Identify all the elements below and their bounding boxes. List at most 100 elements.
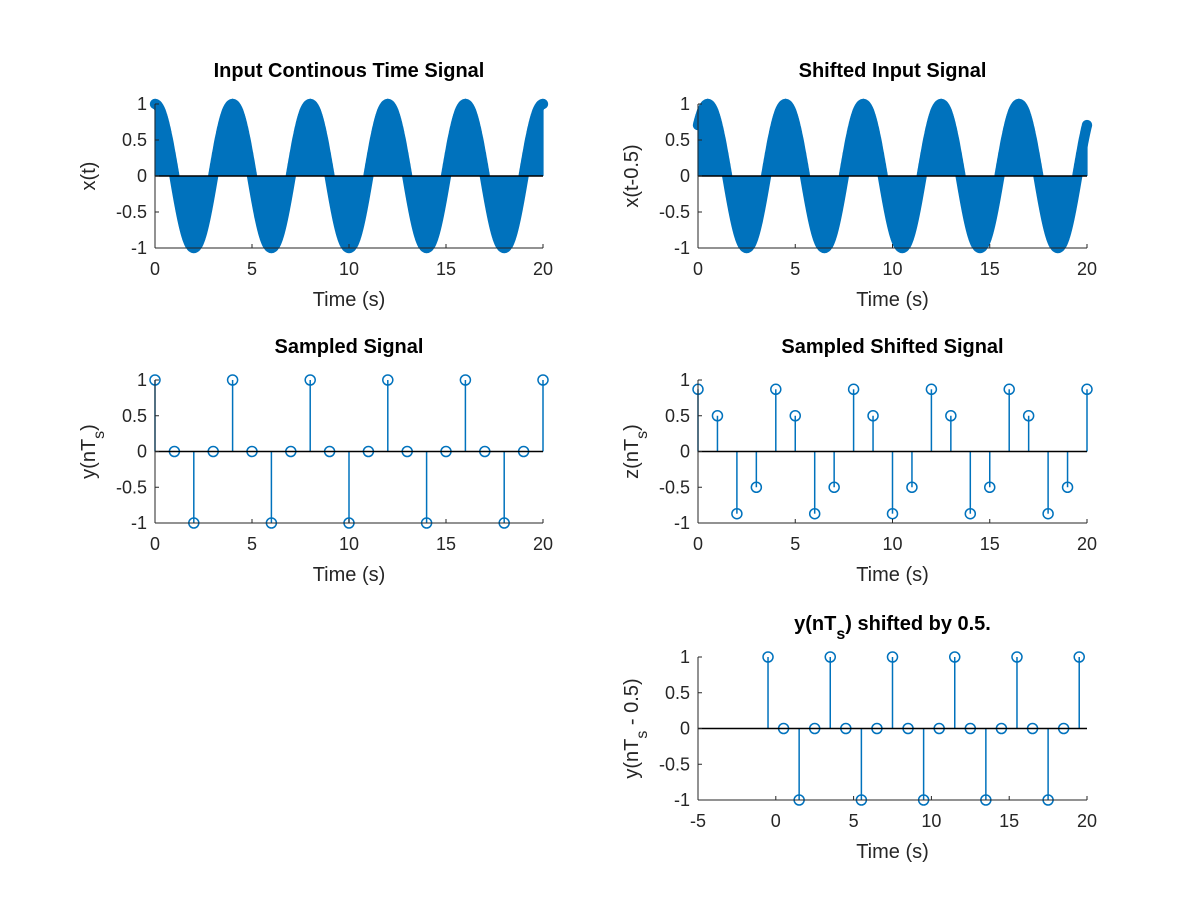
stem-marker (906, 481, 918, 493)
y-axis-label: x(t-0.5) (621, 144, 643, 207)
stem-marker (847, 383, 860, 396)
x-tick-label: 5 (790, 534, 800, 554)
label-part: s (634, 431, 651, 439)
y-tick-label: -1 (674, 790, 690, 810)
series-group (149, 98, 549, 254)
label-part: - 0.5) (621, 678, 643, 730)
y-axis-label: x(t) (78, 162, 100, 191)
chart-title: Sampled Signal (275, 336, 424, 358)
x-tick-label: 15 (436, 259, 456, 279)
x-tick-label: 10 (921, 811, 941, 831)
label-part: y(nT (794, 613, 836, 635)
y-tick-label: -0.5 (116, 202, 147, 222)
x-tick-label: 5 (849, 811, 859, 831)
y-tick-label: 1 (680, 647, 690, 667)
stem-marker (828, 481, 840, 493)
subplot-p3: 0 5 10 15 20 -1 -0.5 0 0.5 1 Sampled Signal Time (s… (78, 336, 553, 586)
label-part: ) (78, 424, 100, 431)
y-tick-label: 1 (680, 94, 690, 114)
y-tick-label: 0.5 (122, 130, 147, 150)
stem-marker (750, 481, 763, 493)
label-part: x(t) (78, 162, 100, 191)
label-part: Sampled Signal (275, 336, 424, 358)
y-tick-label: 1 (137, 370, 147, 390)
label-part: ) (621, 424, 643, 431)
label-part: Time (s) (856, 289, 929, 311)
subplot-p2: 0 5 10 15 20 -1 -0.5 0 0.5 1 Shifted Input Signal T… (621, 60, 1097, 311)
y-axis-label: y(nTs) (78, 424, 108, 479)
x-tick-label: 20 (1077, 811, 1097, 831)
stem-marker (948, 651, 961, 663)
stem-marker (1081, 383, 1093, 396)
label-part: s (836, 626, 845, 643)
stem-marker (789, 410, 801, 422)
label-part: Sampled Shifted Signal (781, 336, 1003, 358)
x-tick-label: 10 (339, 259, 359, 279)
x-tick-label: 15 (980, 534, 1000, 554)
y-tick-label: -0.5 (659, 202, 690, 222)
y-tick-label: -1 (674, 238, 690, 258)
chart-title: Input Continous Time Signal (214, 60, 485, 82)
y-tick-label: -1 (674, 513, 690, 533)
x-tick-label: 20 (533, 534, 553, 554)
stem-marker (459, 374, 472, 386)
label-part: z(nT (621, 439, 643, 479)
y-axis-label: z(nTs) (621, 424, 651, 479)
x-axis-label: Time (s) (856, 841, 929, 863)
x-tick-label: 0 (693, 259, 703, 279)
y-tick-label: 0.5 (665, 130, 690, 150)
y-tick-label: 0.5 (665, 683, 690, 703)
y-tick-label: 1 (680, 370, 690, 390)
stem-marker (1011, 651, 1023, 663)
x-tick-label: 20 (1077, 259, 1097, 279)
stem-marker (808, 507, 821, 520)
y-tick-label: -1 (131, 513, 147, 533)
x-tick-label: -5 (690, 811, 706, 831)
x-tick-label: 20 (533, 259, 553, 279)
x-axis-label: Time (s) (856, 564, 929, 586)
stem-marker (1003, 383, 1015, 396)
series-group (762, 651, 1085, 806)
label-part: Time (s) (856, 564, 929, 586)
y-tick-label: 0.5 (665, 406, 690, 426)
y-tick-label: 0.5 (122, 406, 147, 426)
y-tick-label: -0.5 (659, 477, 690, 497)
stem-marker (925, 383, 938, 396)
label-part: Input Continous Time Signal (214, 60, 485, 82)
x-tick-label: 15 (436, 534, 456, 554)
y-tick-label: 0 (680, 166, 690, 186)
x-tick-label: 5 (790, 259, 800, 279)
label-part: ) shifted by 0.5. (845, 613, 991, 635)
x-tick-label: 15 (980, 259, 1000, 279)
stem-marker (886, 651, 899, 663)
stem-marker (226, 374, 239, 386)
x-tick-label: 0 (771, 811, 781, 831)
subplot-p1: 0 5 10 15 20 -1 -0.5 0 0.5 1 Input Continous Time … (78, 60, 553, 311)
stem-marker (1073, 651, 1085, 663)
stem-marker (382, 374, 394, 386)
y-tick-label: 0 (137, 166, 147, 186)
y-axis-label: y(nTs - 0.5) (621, 678, 651, 778)
label-part: s (634, 731, 651, 739)
x-tick-label: 10 (882, 534, 902, 554)
x-tick-label: 0 (693, 534, 703, 554)
x-tick-label: 0 (150, 534, 160, 554)
label-part: Time (s) (313, 564, 386, 586)
stem-marker (770, 383, 782, 396)
series-group (692, 383, 1093, 520)
x-axis-label: Time (s) (313, 564, 386, 586)
chart-title: Shifted Input Signal (799, 60, 987, 82)
label-part: Time (s) (856, 841, 929, 863)
stem-marker (964, 507, 977, 520)
y-tick-label: 1 (137, 94, 147, 114)
x-axis-label: Time (s) (313, 289, 386, 311)
label-part: s (91, 431, 108, 439)
y-tick-label: 0 (680, 442, 690, 462)
y-tick-label: -0.5 (116, 477, 147, 497)
stem-marker (537, 374, 549, 386)
label-part: Shifted Input Signal (799, 60, 987, 82)
chart-title: Sampled Shifted Signal (781, 336, 1003, 358)
x-tick-label: 20 (1077, 534, 1097, 554)
x-tick-label: 10 (882, 259, 902, 279)
